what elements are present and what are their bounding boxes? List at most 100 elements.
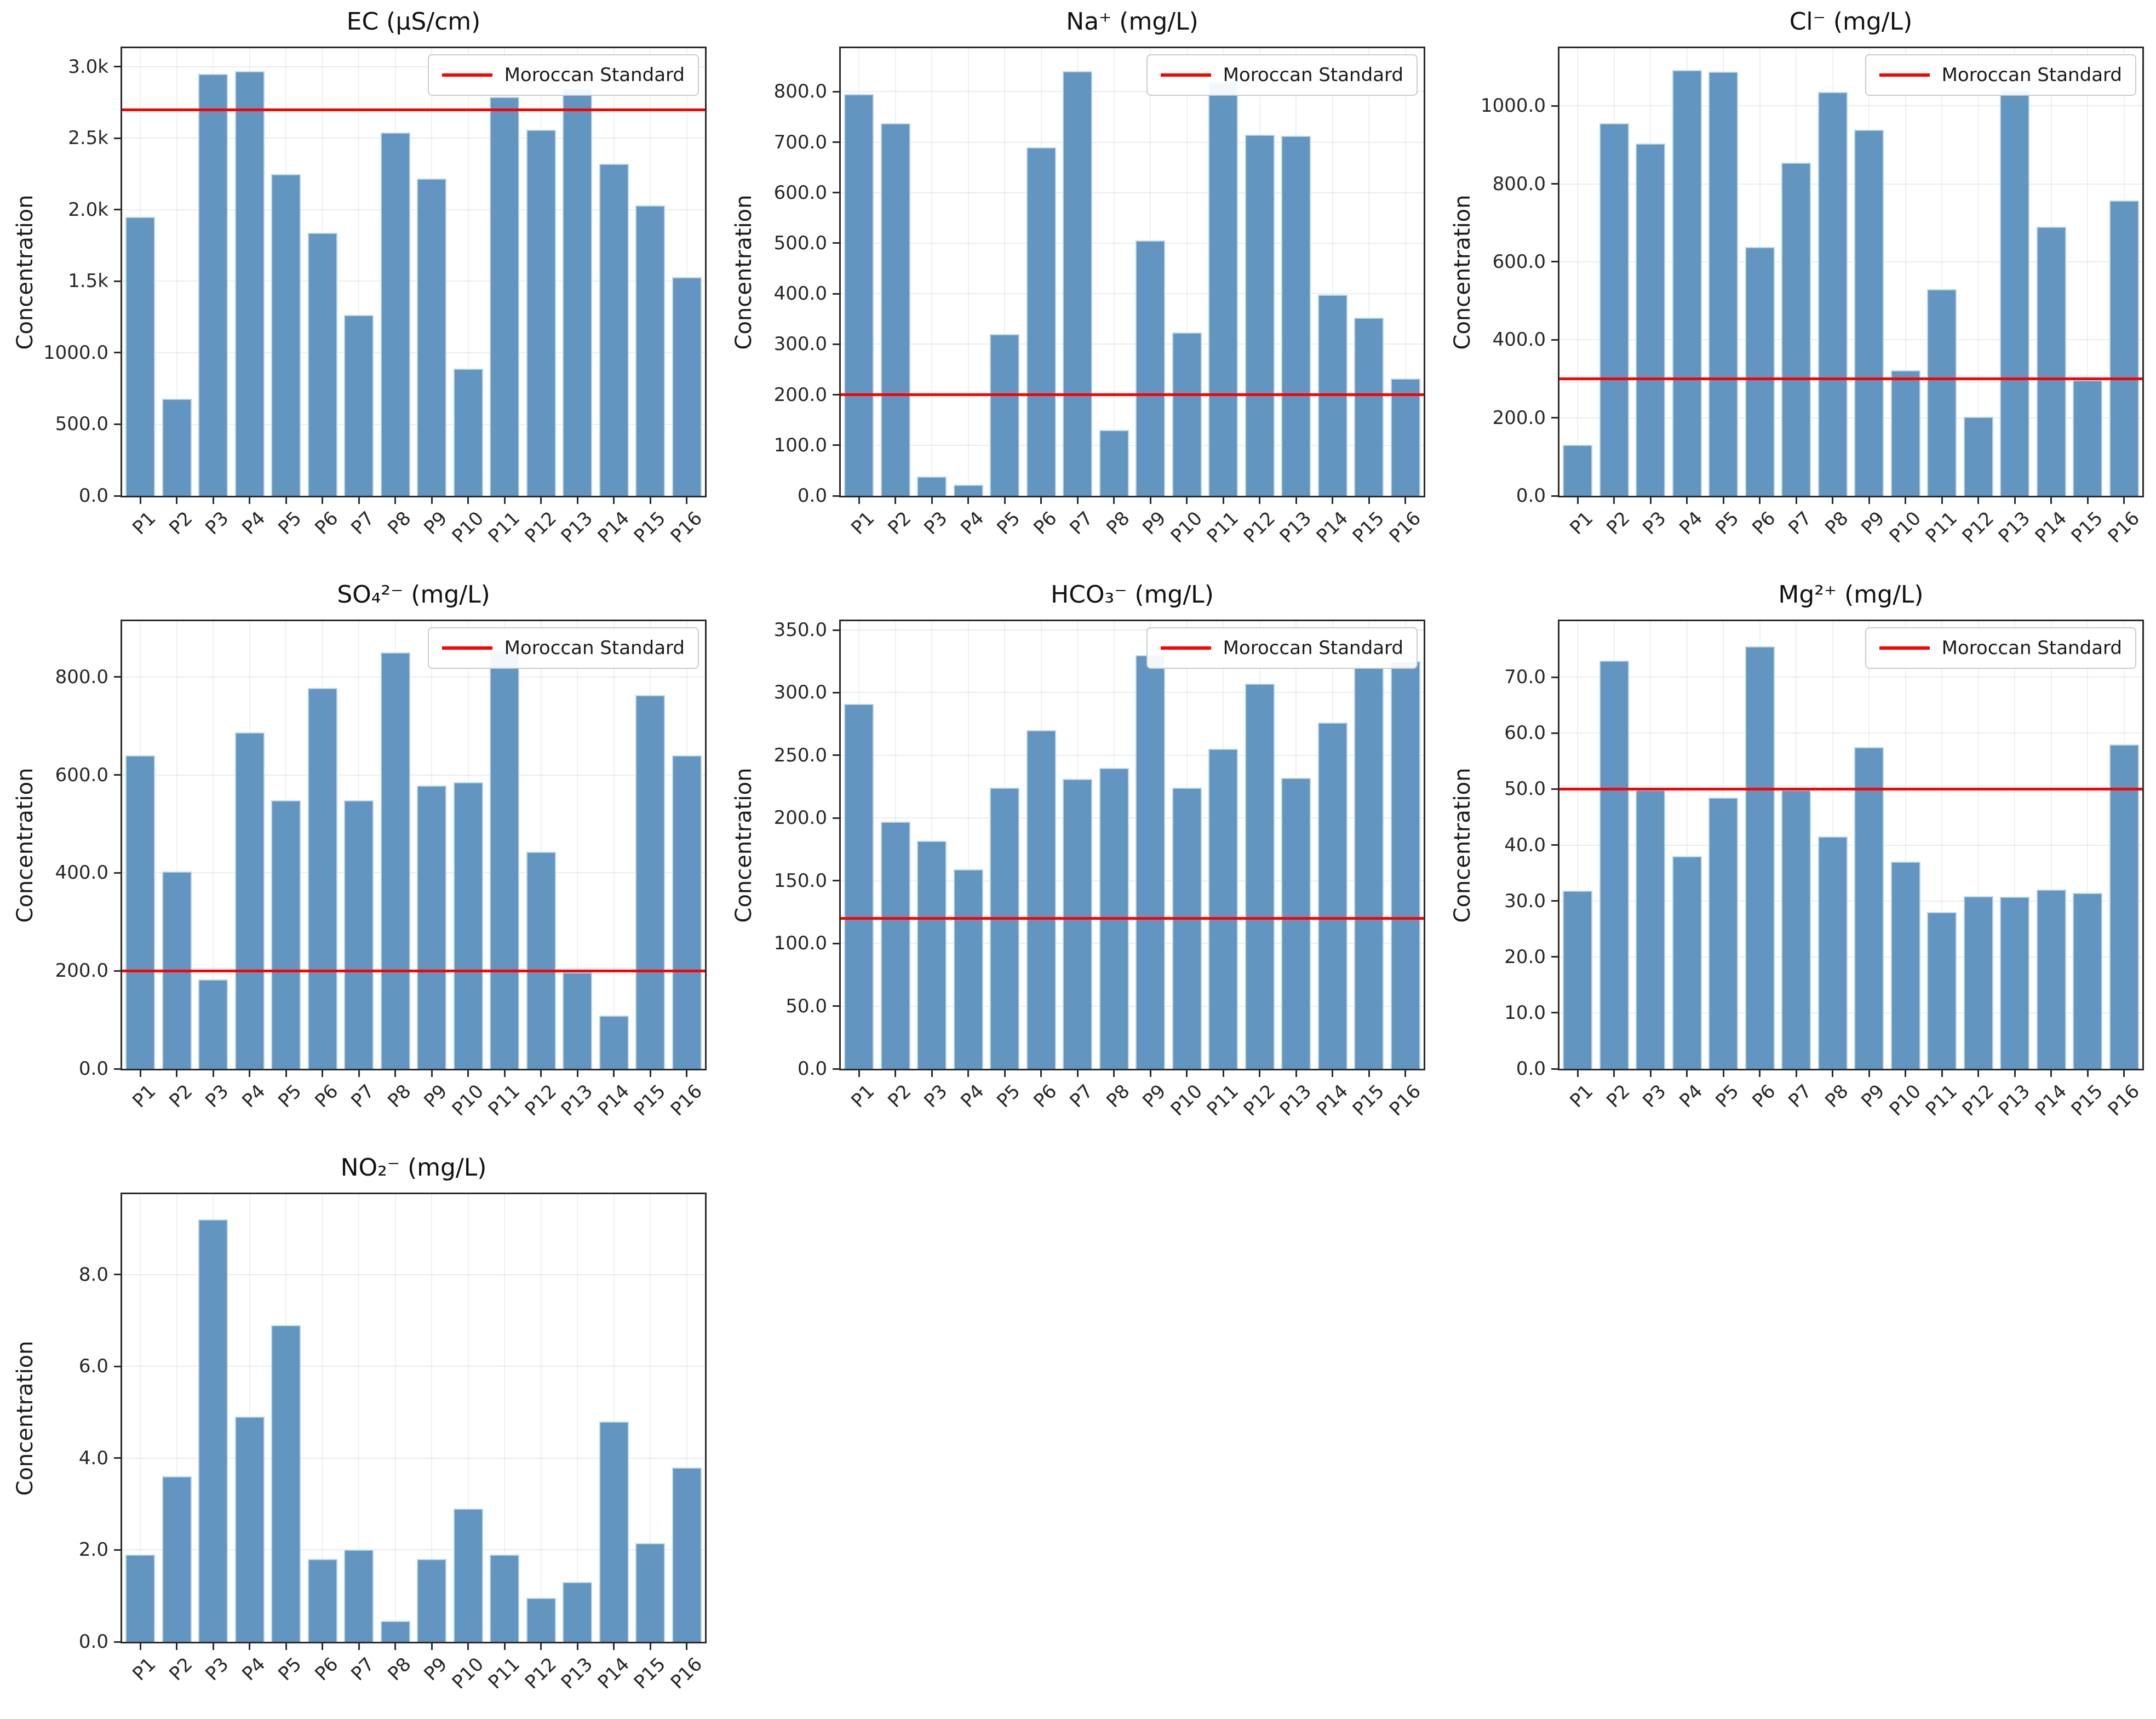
x-tick-mark [1113, 497, 1115, 504]
x-tick-mark [1076, 497, 1079, 504]
x-tick-mark [540, 497, 542, 504]
gridline-h [1559, 261, 2142, 262]
y-tick-mark [114, 423, 121, 425]
y-tick-mark [833, 343, 839, 345]
bar [307, 232, 337, 496]
gridline-h [841, 692, 1424, 694]
x-tick-mark [931, 497, 933, 504]
x-tick-label: P5 [274, 1080, 306, 1113]
x-tick-label: P1 [1566, 1080, 1598, 1113]
standard-line [122, 969, 705, 972]
gridline-v [686, 48, 687, 496]
legend-line-swatch [1160, 73, 1211, 77]
x-tick-mark [503, 1643, 506, 1650]
standard-line [841, 393, 1424, 397]
x-tick-label: P11 [484, 1653, 525, 1694]
x-tick-mark [176, 1643, 178, 1650]
x-tick-label: P9 [1138, 1080, 1171, 1113]
x-tick-mark [1149, 1070, 1151, 1077]
bar [344, 314, 374, 496]
y-tick-label: 200.0 [1492, 406, 1546, 429]
bar [1063, 779, 1093, 1069]
y-tick-label: 60.0 [1504, 722, 1546, 744]
x-tick-label: P3 [920, 507, 952, 540]
x-tick-mark [1613, 497, 1615, 504]
gridline-v [176, 621, 177, 1069]
y-tick-mark [833, 242, 839, 244]
x-tick-label: P3 [201, 1080, 233, 1113]
x-tick-label: P15 [630, 1653, 670, 1694]
x-tick-mark [1186, 497, 1188, 504]
gridline-h [122, 1549, 705, 1551]
x-tick-mark [1004, 1070, 1006, 1077]
x-tick-mark [1404, 497, 1407, 504]
bar [1745, 247, 1775, 496]
x-tick-label: P7 [1065, 1080, 1098, 1113]
y-tick-mark [1551, 956, 1558, 958]
x-tick-label: P14 [593, 1080, 634, 1121]
gridline-h [122, 1457, 705, 1459]
gridline-v [176, 48, 177, 496]
x-tick-label: P5 [1711, 507, 1744, 540]
bar [1817, 92, 1848, 496]
y-tick-label: 2.5k [68, 127, 108, 150]
x-tick-mark [1149, 497, 1151, 504]
x-tick-label: P2 [164, 1653, 197, 1686]
x-tick-label: P9 [1138, 507, 1171, 540]
y-tick-mark [833, 817, 839, 819]
bar [1245, 134, 1275, 496]
y-tick-label: 4.0 [78, 1447, 108, 1469]
bar [2073, 380, 2103, 496]
bar [1890, 862, 1920, 1069]
gridline-h [1559, 339, 2142, 341]
x-tick-label: P16 [666, 507, 707, 548]
y-tick-label: 40.0 [1504, 834, 1546, 856]
y-tick-mark [114, 137, 121, 139]
x-tick-mark [394, 1643, 397, 1650]
bar [198, 979, 228, 1069]
gridline-v [577, 1194, 578, 1642]
y-tick-label: 30.0 [1504, 890, 1546, 912]
x-tick-label: P9 [1857, 1080, 1889, 1113]
x-tick-label: P2 [883, 1080, 916, 1113]
x-tick-label: P2 [164, 507, 197, 540]
x-tick-label: P10 [448, 507, 489, 548]
bar [1817, 836, 1848, 1069]
y-tick-label: 800.0 [55, 666, 108, 688]
bar [162, 1476, 192, 1642]
legend: Moroccan Standard [1146, 54, 1418, 96]
y-tick-label: 20.0 [1504, 946, 1546, 968]
x-tick-mark [1795, 497, 1797, 504]
plot-area [121, 620, 707, 1070]
x-tick-mark [894, 497, 897, 504]
chart-title: EC (μS/cm) [346, 8, 481, 36]
gridline-h [122, 774, 705, 776]
bar [125, 1554, 156, 1642]
x-tick-label: P8 [383, 1653, 416, 1686]
bar [234, 1417, 265, 1642]
x-tick-mark [503, 1070, 506, 1077]
y-tick-label: 200.0 [55, 960, 108, 982]
plot-area [839, 620, 1425, 1070]
y-tick-label: 3.0k [68, 55, 108, 78]
bar [344, 800, 374, 1069]
gridline-h [1559, 956, 2142, 958]
x-tick-label: P13 [1276, 1080, 1316, 1121]
bar [1708, 797, 1739, 1069]
y-tick-mark [833, 293, 839, 295]
y-tick-mark [833, 754, 839, 757]
x-tick-mark [1759, 1070, 1761, 1077]
x-tick-label: P10 [448, 1653, 489, 1694]
x-tick-label: P7 [1784, 507, 1816, 540]
x-tick-label: P8 [1102, 507, 1134, 540]
gridline-v [467, 1194, 469, 1642]
y-axis-label: Concentration [731, 194, 756, 349]
bar [1281, 136, 1311, 496]
x-tick-mark [540, 1643, 542, 1650]
x-tick-label: P11 [1203, 1080, 1243, 1121]
x-tick-mark [686, 1070, 688, 1077]
x-tick-mark [1186, 1070, 1188, 1077]
chart-title: HCO₃⁻ (mg/L) [1051, 581, 1214, 609]
x-tick-mark [613, 1070, 615, 1077]
y-tick-label: 0.0 [78, 1058, 108, 1080]
